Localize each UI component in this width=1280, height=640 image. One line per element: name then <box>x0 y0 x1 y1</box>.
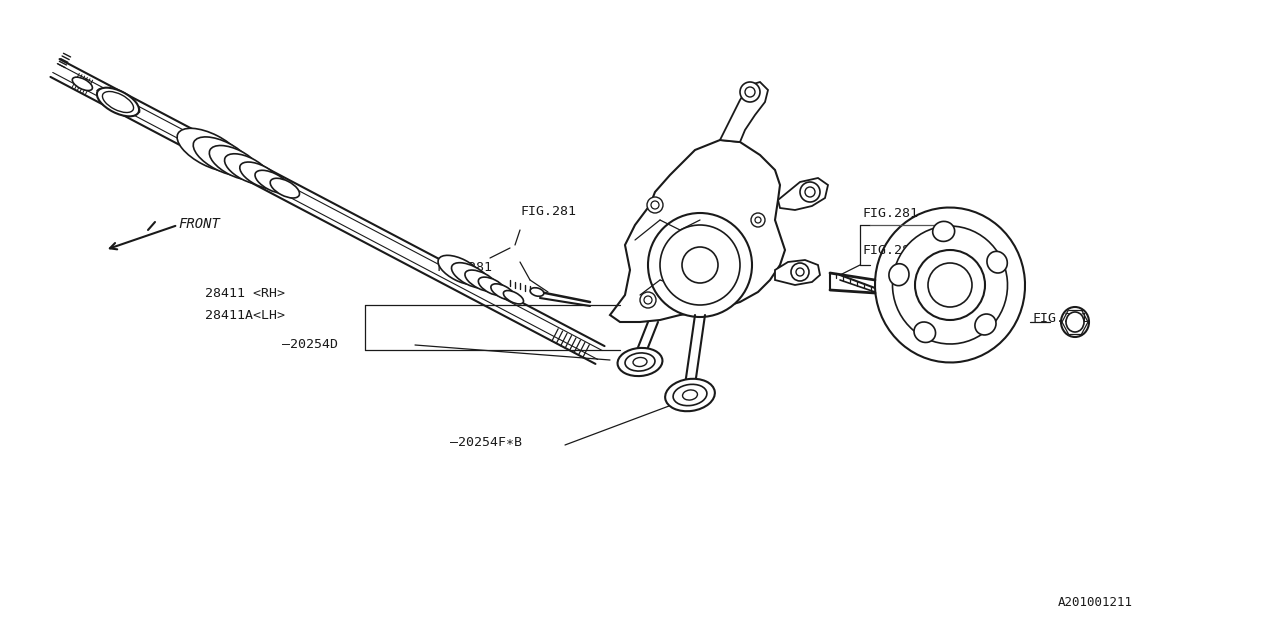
Ellipse shape <box>987 252 1007 273</box>
Circle shape <box>800 182 820 202</box>
Circle shape <box>791 263 809 281</box>
Ellipse shape <box>102 92 133 113</box>
Ellipse shape <box>224 154 270 184</box>
Text: 28411A<LH>: 28411A<LH> <box>205 309 285 322</box>
Ellipse shape <box>666 379 714 412</box>
Ellipse shape <box>634 358 646 367</box>
Ellipse shape <box>892 226 1007 344</box>
Ellipse shape <box>682 390 698 400</box>
Ellipse shape <box>72 77 92 90</box>
Text: 28411 <RH>: 28411 <RH> <box>205 287 285 300</box>
Ellipse shape <box>625 353 655 371</box>
Circle shape <box>682 247 718 283</box>
Ellipse shape <box>210 145 261 180</box>
Ellipse shape <box>503 291 524 304</box>
Ellipse shape <box>933 221 955 241</box>
Ellipse shape <box>255 170 289 193</box>
Ellipse shape <box>193 137 252 176</box>
Circle shape <box>755 217 762 223</box>
Circle shape <box>660 225 740 305</box>
Text: FIG.281: FIG.281 <box>861 207 918 220</box>
Polygon shape <box>721 82 768 142</box>
Text: FIG.281: FIG.281 <box>436 260 492 273</box>
Ellipse shape <box>490 284 515 300</box>
Text: —20254F∗B: —20254F∗B <box>451 436 522 449</box>
Ellipse shape <box>876 207 1025 362</box>
Ellipse shape <box>1066 312 1084 332</box>
Ellipse shape <box>975 314 996 335</box>
Ellipse shape <box>438 255 483 285</box>
Ellipse shape <box>97 88 140 116</box>
Text: FRONT: FRONT <box>178 217 220 231</box>
Circle shape <box>640 292 657 308</box>
Circle shape <box>751 213 765 227</box>
Ellipse shape <box>239 162 280 189</box>
Ellipse shape <box>1061 307 1089 337</box>
Circle shape <box>928 263 972 307</box>
Ellipse shape <box>270 179 300 198</box>
Circle shape <box>652 201 659 209</box>
Ellipse shape <box>914 322 936 342</box>
Ellipse shape <box>177 128 243 172</box>
Ellipse shape <box>888 264 909 285</box>
Circle shape <box>648 213 753 317</box>
Polygon shape <box>611 140 785 322</box>
Ellipse shape <box>673 385 707 406</box>
Ellipse shape <box>465 270 498 292</box>
Polygon shape <box>774 260 820 285</box>
Circle shape <box>805 187 815 197</box>
Text: FIG.281: FIG.281 <box>520 205 576 218</box>
Ellipse shape <box>452 262 490 288</box>
Ellipse shape <box>479 277 506 296</box>
Text: A201001211: A201001211 <box>1059 595 1133 609</box>
Text: FIG.281: FIG.281 <box>861 244 918 257</box>
Ellipse shape <box>530 288 544 296</box>
Circle shape <box>646 197 663 213</box>
Circle shape <box>740 82 760 102</box>
Circle shape <box>915 250 986 320</box>
Text: —20254D: —20254D <box>282 337 338 351</box>
Ellipse shape <box>617 348 663 376</box>
Circle shape <box>644 296 652 304</box>
Circle shape <box>745 87 755 97</box>
Text: FIG.281: FIG.281 <box>1032 312 1088 324</box>
Polygon shape <box>778 178 828 210</box>
Circle shape <box>796 268 804 276</box>
